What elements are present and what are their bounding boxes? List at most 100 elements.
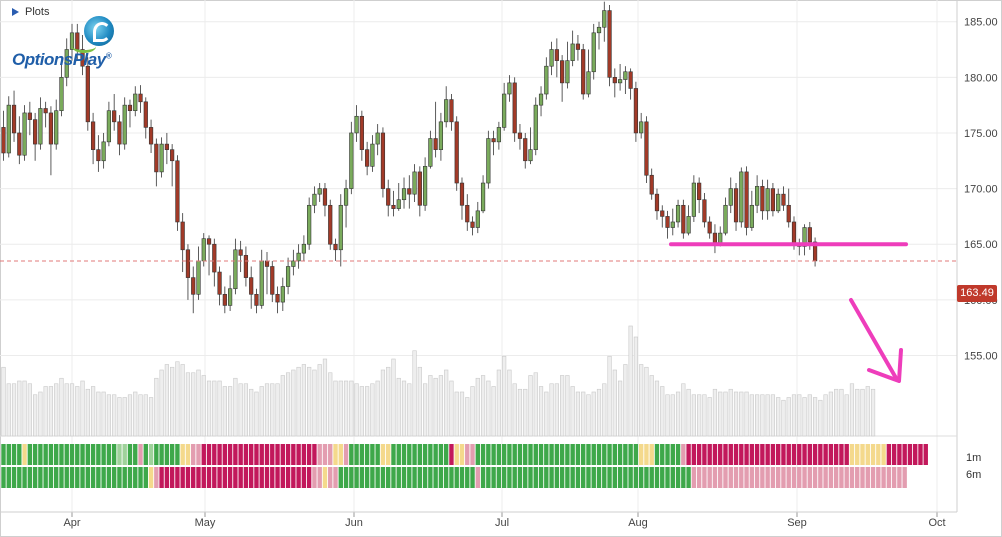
heatmap-1m-cell xyxy=(728,444,733,465)
heatmap-6m-cell xyxy=(512,467,517,488)
volume-bar xyxy=(133,391,138,437)
heatmap-6m-cell xyxy=(739,467,744,488)
heatmap-6m-cell xyxy=(459,467,465,488)
heatmap-6m-cell xyxy=(32,467,38,488)
heatmap-6m-cell xyxy=(391,467,396,488)
candle-down xyxy=(791,221,797,245)
heatmap-6m-cell xyxy=(127,467,133,488)
heatmap-6m-cell xyxy=(154,467,159,488)
heatmap-6m-cell xyxy=(296,467,301,488)
heatmap-1m-cell xyxy=(765,444,770,465)
heatmap-1m-cell xyxy=(602,444,607,465)
heatmap-1m-cell xyxy=(644,444,649,465)
candle-up xyxy=(670,221,675,228)
heatmap-1m-cell xyxy=(185,444,191,465)
heatmap-6m-cell xyxy=(744,467,749,488)
candle-up xyxy=(749,204,754,228)
heatmap-6m-cell xyxy=(480,467,486,488)
heatmap-6m-cell xyxy=(818,467,823,488)
heatmap-6m-cell xyxy=(781,467,786,488)
volume-bar xyxy=(48,386,54,437)
heatmap-1m-cell xyxy=(818,444,823,465)
heatmap-1m-cell xyxy=(243,444,249,465)
heatmap-6m-cell xyxy=(496,467,502,488)
heatmap-1m-cell xyxy=(32,444,38,465)
heatmap-6m-cell xyxy=(544,467,549,488)
volume-bar xyxy=(270,383,275,437)
heatmap-6m-cell xyxy=(6,467,11,488)
heatmap-6m-cell xyxy=(454,467,459,488)
heatmap-1m-cell xyxy=(433,444,438,465)
volume-bar xyxy=(101,391,106,437)
heatmap-1m-cell xyxy=(654,444,660,465)
heatmap-1m-cell xyxy=(233,444,238,465)
heatmap-6m-cell xyxy=(844,467,849,488)
candle-up xyxy=(728,188,733,206)
volume-bar xyxy=(328,372,333,437)
heatmap-1m-cell xyxy=(480,444,486,465)
heatmap-1m-cell xyxy=(876,444,881,465)
volume-bar xyxy=(69,383,75,437)
candle-down xyxy=(212,243,217,273)
volume-bar xyxy=(196,369,201,437)
heatmap-1m-cell xyxy=(85,444,91,465)
candle-down xyxy=(275,293,280,303)
volume-bar xyxy=(691,394,696,437)
volume-bar xyxy=(301,364,306,437)
heatmap-6m-cell xyxy=(254,467,259,488)
heatmap-1m-cell xyxy=(196,444,201,465)
candle-down xyxy=(264,260,270,267)
heatmap-6m-cell xyxy=(797,467,802,488)
heatmap-6m-cell xyxy=(148,467,154,488)
heatmap-1m-cell xyxy=(781,444,786,465)
heatmap-6m-cell xyxy=(75,467,80,488)
volume-bar xyxy=(217,380,222,437)
volume-bar xyxy=(370,383,375,437)
heatmap-1m-cell xyxy=(175,444,180,465)
candle-up xyxy=(776,193,781,212)
heatmap-1m-cell xyxy=(902,444,907,465)
heatmap-1m-cell xyxy=(101,444,106,465)
heatmap-1m-cell xyxy=(591,444,596,465)
heatmap-1m-cell xyxy=(206,444,212,465)
heatmap-6m-cell xyxy=(675,467,681,488)
candle-down xyxy=(707,221,712,234)
heatmap-6m-cell xyxy=(417,467,423,488)
x-tick-label: Jun xyxy=(345,517,363,529)
heatmap-1m-cell xyxy=(264,444,270,465)
heatmap-1m-cell xyxy=(702,444,707,465)
heatmap-6m-cell xyxy=(22,467,27,488)
heatmap-1m-cell xyxy=(238,444,243,465)
volume-bar xyxy=(596,388,602,437)
heatmap-6m-cell xyxy=(633,467,639,488)
volume-bar xyxy=(486,380,491,437)
heatmap-6m-cell xyxy=(802,467,807,488)
x-tick-label: Aug xyxy=(628,517,648,529)
heatmap-1m-cell xyxy=(117,444,122,465)
candle-down xyxy=(222,293,227,306)
heatmap-1m-cell xyxy=(428,444,433,465)
volume-bar xyxy=(744,391,749,437)
candle-up xyxy=(343,188,349,206)
candle-up xyxy=(486,138,491,184)
heatmap-1m-cell xyxy=(586,444,591,465)
heatmap-6m-cell xyxy=(185,467,191,488)
heatmap-1m-cell xyxy=(17,444,22,465)
heatmap-6m-cell xyxy=(85,467,91,488)
heatmap-1m-cell xyxy=(833,444,839,465)
candle-down xyxy=(781,193,786,206)
plots-toggle[interactable]: Plots xyxy=(12,6,49,18)
heatmap-label-6m: 6m xyxy=(966,469,982,481)
heatmap-1m-cell xyxy=(554,444,560,465)
candle-up xyxy=(228,288,233,306)
candle-up xyxy=(396,199,401,209)
volume-bar xyxy=(712,388,718,437)
heatmap-1m-cell xyxy=(549,444,554,465)
heatmap-6m-cell xyxy=(90,467,96,488)
heatmap-1m-cell xyxy=(54,444,59,465)
heatmap-1m-cell xyxy=(227,444,233,465)
candle-up xyxy=(475,210,480,228)
heatmap-1m-cell xyxy=(865,444,870,465)
heatmap-6m-cell xyxy=(122,467,127,488)
